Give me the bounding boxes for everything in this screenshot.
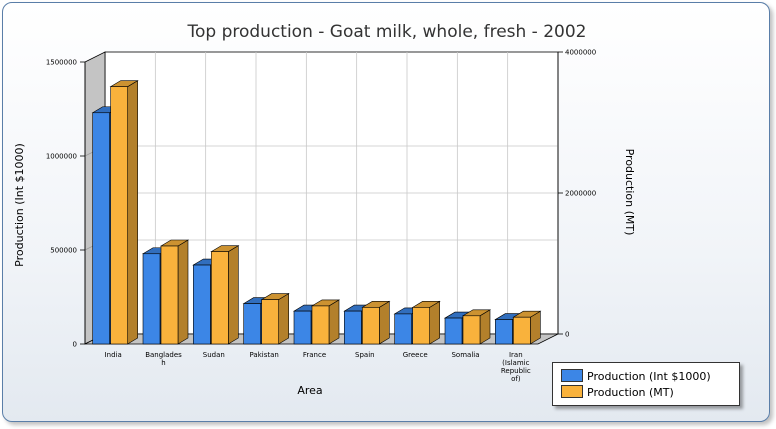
plot-area: 0 500000 1000000 1500000 0 2000000 4000000 Indi…: [46, 49, 596, 384]
legend: Production (Int $1000) Production (MT): [552, 362, 740, 406]
bar-mt: [211, 251, 229, 345]
y-axis-right-tick-label: 2000000: [565, 190, 596, 198]
legend-swatch: [561, 369, 583, 382]
x-axis-tick-label: Greece: [403, 351, 428, 359]
bar-mt: [412, 307, 430, 345]
legend-label: Production (MT): [587, 386, 674, 399]
y-axis-left-tick-label: 1500000: [46, 59, 77, 67]
bar-mt: [160, 245, 179, 345]
bar-mt: [110, 86, 128, 345]
bar-mt: [311, 305, 330, 345]
y-axis-right-tick-label: 0: [565, 331, 569, 339]
bar-mt: [362, 307, 380, 345]
x-axis-tick-label: h: [161, 359, 165, 367]
bar-mt-side: [127, 80, 138, 345]
bar-mt: [261, 299, 279, 345]
bar-int-usd: [444, 317, 463, 345]
legend-item: Production (MT): [561, 385, 674, 399]
x-axis-tick-label: France: [303, 351, 326, 359]
bar-int-usd: [394, 313, 412, 345]
y-axis-left-tick-label: 500000: [50, 247, 77, 255]
x-axis-tick-label: Sudan: [203, 351, 225, 359]
x-axis-tick-label: Iran: [509, 351, 523, 359]
legend-label: Production (Int $1000): [587, 370, 711, 383]
x-axis-tick-label: Spain: [355, 351, 375, 359]
y-axis-left-tick-label: 1000000: [46, 153, 77, 161]
bar-mt: [513, 316, 531, 345]
x-axis-tick-label: of): [511, 375, 521, 383]
x-axis-tick-label: (Islamic: [502, 359, 529, 367]
x-axis-title: Area: [297, 384, 322, 397]
bar-int-usd: [293, 310, 312, 345]
y-axis-right-tick-label: 4000000: [565, 49, 596, 57]
bar-int-usd: [142, 253, 161, 345]
y-axis-left-tick-label: 0: [73, 341, 77, 349]
legend-item: Production (Int $1000): [561, 369, 711, 383]
bar-mt-side: [429, 300, 440, 345]
y-axis-right-title: Production (MT): [623, 149, 636, 236]
x-axis-tick-label: Pakistan: [250, 351, 279, 359]
bar-int-usd: [92, 112, 110, 345]
bar-mt-side: [228, 245, 239, 345]
y-axis-left-title: Production (Int $1000): [13, 143, 26, 267]
bar-mt-side: [278, 293, 289, 345]
bar-mt-side: [379, 300, 390, 345]
chart-title: Top production - Goat milk, whole, fresh…: [186, 22, 586, 42]
x-axis-tick-label: Republic: [501, 367, 531, 375]
bar-int-usd: [344, 310, 362, 345]
bar-int-usd: [193, 264, 211, 345]
bar-mt-side: [328, 299, 340, 345]
x-axis-tick-label: Somalia: [451, 351, 479, 359]
bar-int-usd: [495, 319, 513, 345]
bar-mt: [462, 315, 481, 345]
x-axis-tick-label: Banglades: [145, 351, 182, 359]
legend-swatch: [561, 385, 583, 398]
x-axis-tick-label: India: [105, 351, 122, 359]
bar-mt-side: [177, 239, 189, 345]
bar-int-usd: [243, 303, 261, 345]
